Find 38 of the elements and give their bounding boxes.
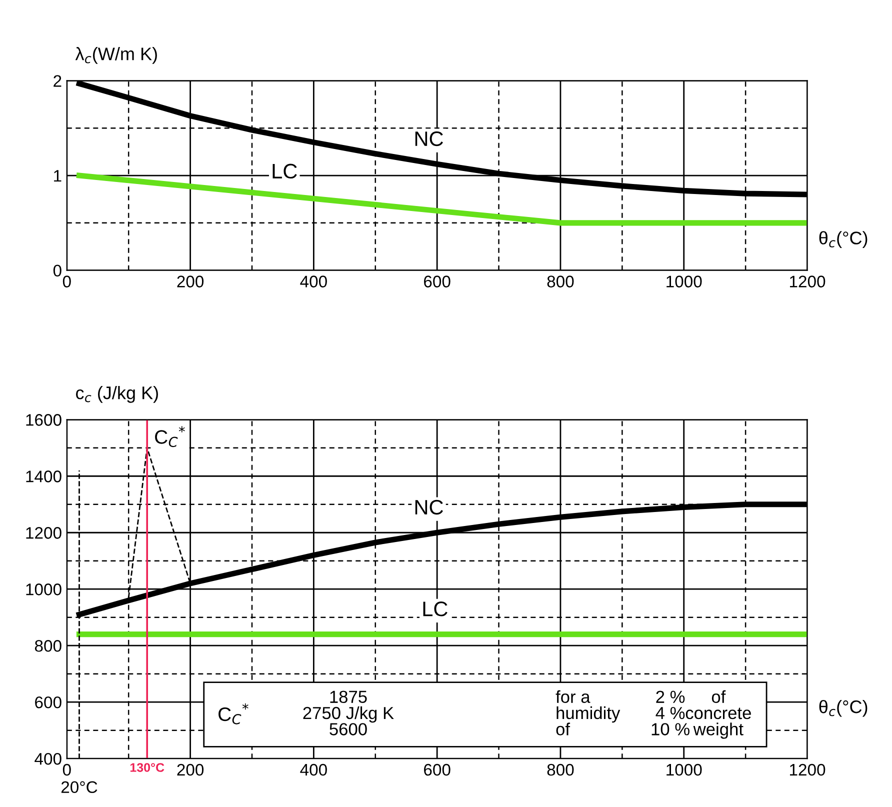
ref-line-label: 20°C — [61, 781, 98, 794]
series-label: LC — [272, 164, 297, 179]
x-tick-label: 0 — [62, 276, 71, 288]
series-label: LC — [423, 602, 448, 616]
y-tick-label: 400 — [34, 752, 62, 765]
x-tick-label: 800 — [547, 276, 574, 288]
x-axis-title: θ$_{c}$(°C) — [819, 700, 868, 717]
y-tick-label: 1200 — [26, 527, 62, 539]
annotation: 1875 2750 J/kg K 5600 — [303, 690, 394, 736]
y-axis-title: c$_{c}$ (J/kg K) — [76, 386, 158, 403]
ref-line-label: 130°C — [130, 763, 164, 772]
y-tick-label: 1 — [54, 170, 62, 182]
x-tick-label: 800 — [547, 764, 574, 776]
annotation: C$_{C}$$^{*}$ — [218, 703, 248, 724]
x-tick-label: 1200 — [790, 276, 826, 288]
y-axis-title: λ$_{c}$(W/m K) — [75, 47, 157, 64]
y-tick-label: 800 — [34, 640, 62, 652]
annotation: C$_{C}$$^{*}$ — [155, 426, 185, 448]
x-axis-title: θ$_{c}$(°C) — [819, 231, 868, 248]
x-tick-label: 200 — [177, 764, 204, 776]
x-tick-label: 200 — [177, 276, 204, 288]
y-tick-label: 600 — [35, 696, 62, 708]
annotation: for a humidity of — [556, 690, 620, 736]
x-tick-label: 600 — [424, 764, 450, 776]
x-tick-label: 600 — [424, 276, 450, 288]
y-tick-label: 0 — [53, 264, 62, 277]
x-tick-label: 400 — [300, 276, 327, 288]
y-tick-label: 1600 — [26, 414, 62, 426]
y-tick-label: 1400 — [26, 470, 62, 482]
x-tick-label: 1000 — [666, 276, 702, 288]
x-tick-label: 1200 — [790, 764, 826, 776]
series-label: NC — [415, 500, 443, 515]
y-tick-label: 1000 — [26, 584, 62, 596]
x-tick-label: 400 — [300, 764, 327, 776]
y-tick-label: 2 — [54, 75, 62, 87]
x-tick-label: 0 — [62, 764, 71, 776]
x-tick-label: 1000 — [666, 764, 702, 776]
series-label: NC — [415, 131, 443, 146]
